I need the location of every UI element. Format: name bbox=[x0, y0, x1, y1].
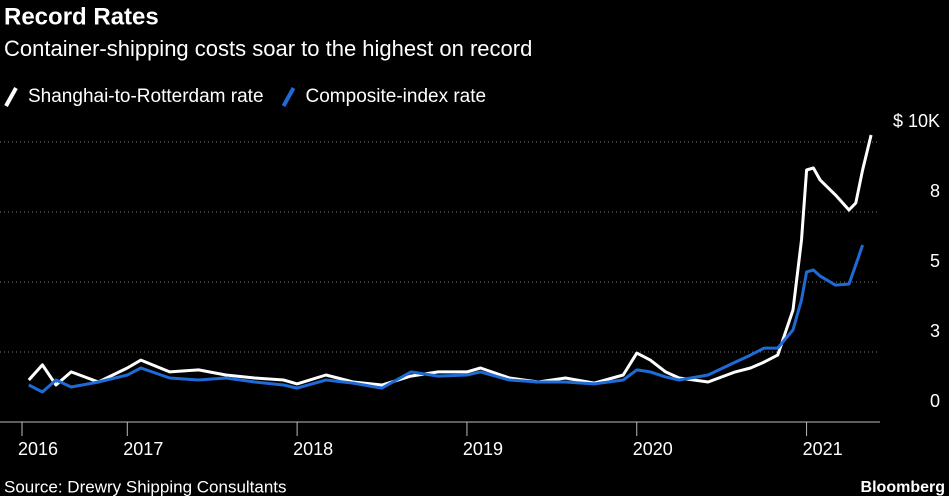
x-tick-label: 2016 bbox=[18, 439, 58, 459]
x-tick-label: 2018 bbox=[293, 439, 333, 459]
legend-swatch bbox=[4, 87, 18, 107]
legend-swatch bbox=[281, 87, 296, 107]
y-tick-label: $ 10K bbox=[893, 111, 940, 131]
y-tick-label: 3 bbox=[930, 321, 940, 341]
x-tick-label: 2017 bbox=[123, 439, 163, 459]
y-tick-label: 5 bbox=[930, 251, 940, 271]
x-tick-label: 2020 bbox=[633, 439, 673, 459]
y-tick-label: 0 bbox=[930, 391, 940, 411]
source: Source: Drewry Shipping Consultants bbox=[4, 477, 287, 496]
x-tick-label: 2019 bbox=[463, 439, 503, 459]
legend-label: Composite-index rate bbox=[306, 86, 487, 107]
chart-title: Record Rates bbox=[4, 3, 159, 30]
brand: Bloomberg bbox=[861, 479, 945, 496]
chart-subtitle: Container-shipping costs soar to the hig… bbox=[4, 36, 532, 61]
series-line bbox=[28, 244, 865, 394]
x-tick-label: 2021 bbox=[803, 439, 843, 459]
legend-label: Shanghai-to-Rotterdam rate bbox=[28, 86, 264, 107]
y-tick-label: 8 bbox=[930, 181, 940, 201]
series-line bbox=[27, 134, 873, 387]
